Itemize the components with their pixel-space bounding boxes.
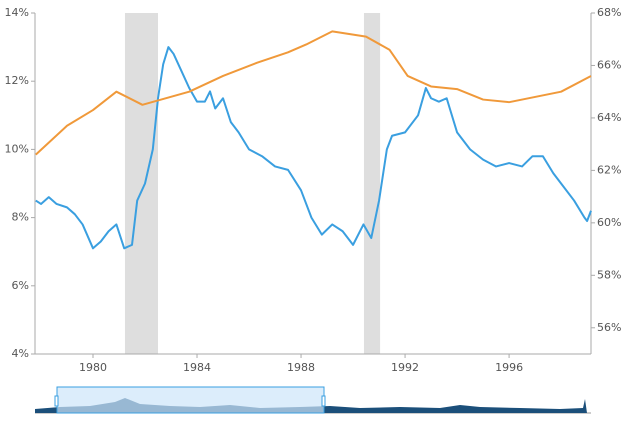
y-tick-label: 12%	[5, 74, 29, 87]
y-tick-label: 6%	[12, 279, 29, 292]
y2-tick-label: 62%	[597, 163, 621, 176]
y2-tick-label: 64%	[597, 111, 621, 124]
x-tick-label: 1996	[495, 361, 523, 374]
y-tick-label: 10%	[5, 142, 29, 155]
y-tick-label: 4%	[12, 347, 29, 360]
recession-band	[363, 13, 381, 354]
y2-tick-label: 60%	[597, 216, 621, 229]
y-tick-label: 8%	[12, 211, 29, 224]
y2-tick-label: 56%	[597, 321, 621, 334]
series-line	[35, 30, 592, 156]
recession-band	[124, 13, 159, 354]
x-tick-label: 1988	[287, 361, 315, 374]
series-line	[35, 46, 592, 250]
y2-tick-label: 68%	[597, 6, 621, 19]
y2-tick-label: 66%	[597, 58, 621, 71]
x-tick-label: 1984	[183, 361, 211, 374]
y2-tick-label: 58%	[597, 268, 621, 281]
navigator-handle[interactable]	[321, 395, 326, 407]
navigator-selection[interactable]	[56, 386, 325, 414]
y-tick-label: 14%	[5, 6, 29, 19]
navigator-handle[interactable]	[54, 395, 59, 407]
x-tick-label: 1980	[79, 361, 107, 374]
navigator[interactable]	[35, 386, 591, 414]
x-tick-label: 1992	[391, 361, 419, 374]
